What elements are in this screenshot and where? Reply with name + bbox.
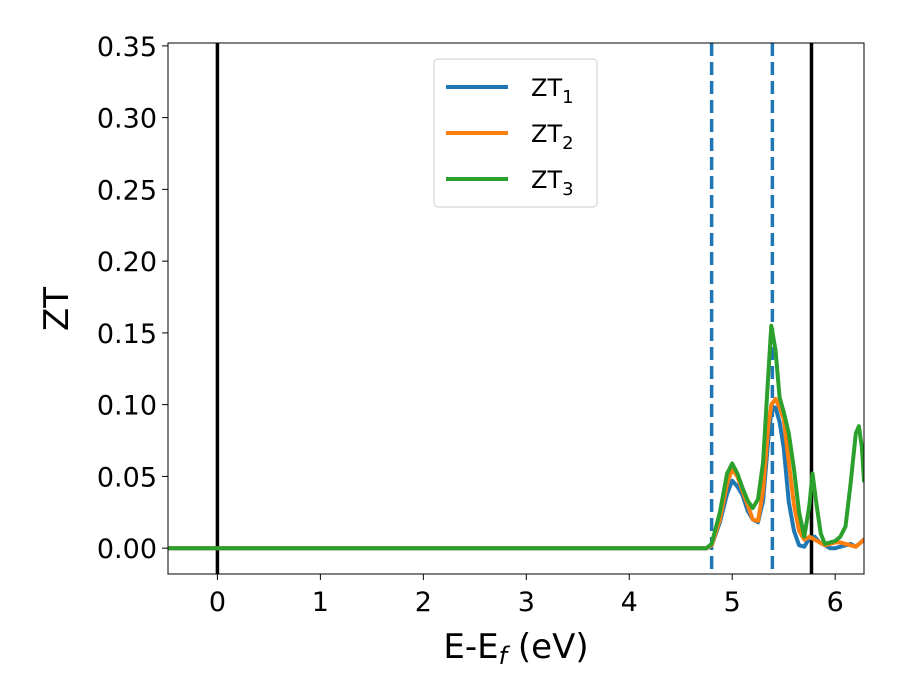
y-tick-label: 0.30 [97,104,157,135]
legend: ZT1 ZT2 ZT3 [433,58,598,208]
y-tick-label: 0.15 [97,319,157,350]
x-tick-label: 3 [518,587,535,618]
legend-label-3: ZT3 [531,166,574,200]
y-axis: 0.00 0.05 0.10 0.15 0.20 0.25 0.30 0.35 [97,32,168,565]
y-tick-label: 0.25 [97,175,157,206]
x-tick-label: 0 [209,587,226,618]
y-tick-label: 0.20 [97,247,157,278]
series-lines [168,323,864,551]
x-tick-label: 5 [724,587,741,618]
x-tick-label: 2 [415,587,432,618]
x-axis: 0 1 2 3 4 5 6 [209,574,844,618]
y-tick-label: 0.35 [97,32,157,63]
x-tick-label: 1 [312,587,329,618]
legend-box [433,58,598,208]
legend-label-1: ZT1 [531,74,574,108]
y-tick-label: 0.00 [97,534,157,565]
plot-frame [167,42,865,575]
legend-label-2: ZT2 [531,120,574,154]
series-line-3 [168,323,864,551]
y-axis-label: ZT [37,287,77,331]
y-tick-label: 0.10 [97,391,157,422]
x-axis-label: E-Ef (eV) [443,627,588,670]
x-tick-label: 6 [827,587,844,618]
y-tick-label: 0.05 [97,462,157,493]
x-tick-label: 4 [621,587,638,618]
series-line-1 [168,405,864,551]
